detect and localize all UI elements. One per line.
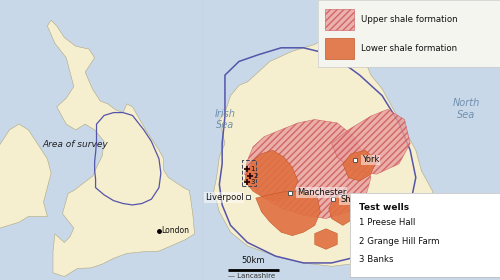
Polygon shape: [332, 109, 410, 174]
Text: 3 Banks: 3 Banks: [359, 255, 394, 264]
Text: — Lancashire
- - license area: — Lancashire - - license area: [228, 273, 280, 280]
Polygon shape: [48, 20, 195, 277]
Text: Liverpool: Liverpool: [204, 193, 244, 202]
Polygon shape: [244, 120, 371, 218]
Text: 3: 3: [251, 179, 256, 185]
Text: 2 Grange Hill Farm: 2 Grange Hill Farm: [359, 237, 440, 246]
Text: London: London: [162, 227, 190, 235]
Text: Lower shale formation: Lower shale formation: [362, 44, 458, 53]
Polygon shape: [214, 34, 432, 266]
Text: Manchester: Manchester: [297, 188, 346, 197]
Bar: [325, 9, 354, 30]
Polygon shape: [329, 195, 360, 225]
Text: Test wells: Test wells: [359, 203, 409, 212]
Text: Upper shale formation: Upper shale formation: [362, 15, 458, 24]
Text: North
Sea: North Sea: [452, 99, 480, 120]
Text: 2: 2: [254, 172, 258, 179]
Text: Sheffield: Sheffield: [340, 195, 378, 204]
Polygon shape: [256, 191, 320, 235]
Polygon shape: [0, 124, 51, 228]
Bar: [242, 160, 256, 186]
Text: 1: 1: [250, 166, 254, 172]
Polygon shape: [315, 229, 337, 249]
Text: York: York: [362, 155, 380, 164]
Polygon shape: [244, 150, 298, 202]
Text: Irish
Sea: Irish Sea: [214, 109, 236, 130]
Bar: [325, 38, 354, 59]
Polygon shape: [343, 150, 376, 181]
Text: 50km: 50km: [242, 256, 266, 265]
Text: 1 Preese Hall: 1 Preese Hall: [359, 218, 416, 227]
Text: Area of survey: Area of survey: [43, 140, 108, 149]
